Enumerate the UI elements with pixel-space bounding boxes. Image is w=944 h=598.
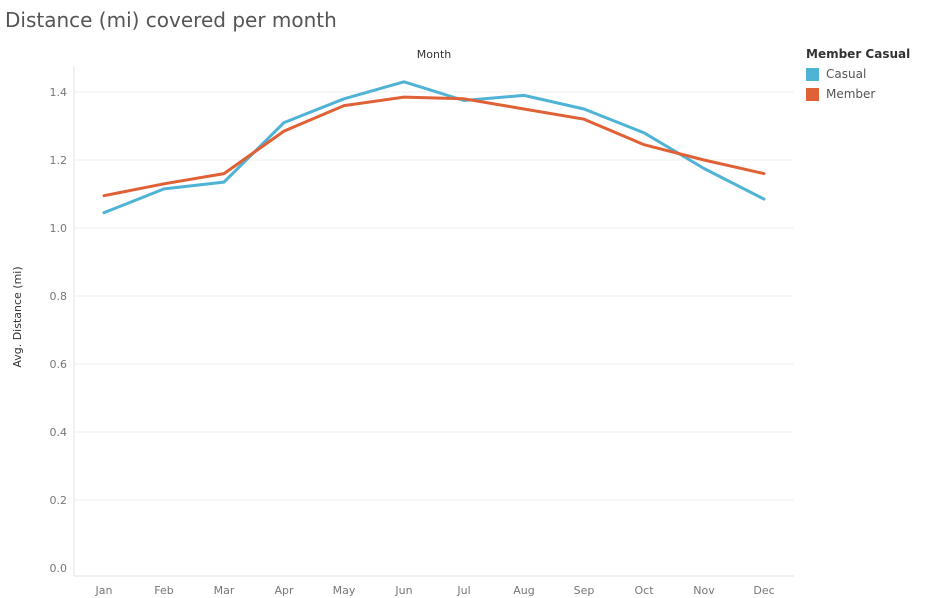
y-axis-title: Avg. Distance (mi) bbox=[11, 266, 24, 367]
y-tick-label: 0.8 bbox=[50, 290, 68, 303]
y-ticks: 0.0 0.2 0.4 0.6 0.8 1.0 1.2 1.4 bbox=[50, 86, 68, 575]
legend-title: Member Casual bbox=[806, 47, 911, 61]
y-tick-label: 0.2 bbox=[50, 494, 68, 507]
legend-swatch-casual bbox=[806, 67, 819, 81]
gridlines bbox=[74, 91, 794, 501]
y-tick-label: 0.6 bbox=[50, 358, 68, 371]
x-tick-label: Dec bbox=[753, 584, 774, 597]
y-tick-label: 1.0 bbox=[50, 222, 68, 235]
x-tick-label: Jan bbox=[95, 584, 113, 597]
x-tick-label: May bbox=[333, 584, 356, 597]
x-tick-label: Sep bbox=[574, 584, 595, 597]
series-line-member[interactable] bbox=[102, 95, 766, 198]
series-line-casual[interactable] bbox=[102, 80, 766, 215]
page-title: Distance (mi) covered per month bbox=[5, 8, 337, 32]
y-tick-label: 1.2 bbox=[50, 154, 68, 167]
legend-item-member[interactable]: Member bbox=[806, 84, 910, 104]
legend-label-casual: Casual bbox=[826, 67, 867, 81]
legend-item-casual[interactable]: Casual bbox=[806, 64, 910, 84]
y-tick-label: 0.0 bbox=[50, 562, 68, 575]
x-axis-title: Month bbox=[417, 48, 452, 61]
x-tick-label: Feb bbox=[154, 584, 173, 597]
x-tick-label: Oct bbox=[634, 584, 654, 597]
y-tick-label: 0.4 bbox=[50, 426, 68, 439]
series-lines bbox=[102, 80, 766, 215]
x-tick-label: Aug bbox=[513, 584, 534, 597]
x-ticks: Jan Feb Mar Apr May Jun Jul Aug Sep Oct Nov Dec bbox=[95, 584, 775, 597]
x-tick-label: Apr bbox=[274, 584, 294, 597]
y-tick-label: 1.4 bbox=[50, 86, 68, 99]
x-tick-label: Nov bbox=[693, 584, 715, 597]
x-tick-label: Mar bbox=[214, 584, 235, 597]
legend[interactable]: Member Casual Casual Member bbox=[806, 47, 910, 104]
legend-label-member: Member bbox=[826, 87, 876, 101]
x-tick-label: Jul bbox=[456, 584, 470, 597]
legend-swatch-member bbox=[806, 87, 819, 101]
x-tick-label: Jun bbox=[394, 584, 412, 597]
